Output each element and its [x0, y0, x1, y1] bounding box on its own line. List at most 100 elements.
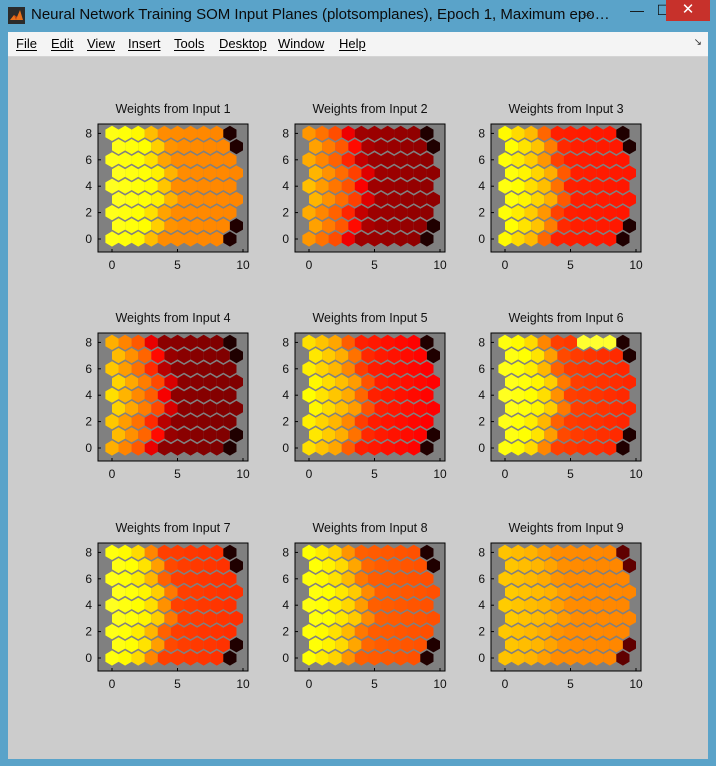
som-neuron-hex	[537, 361, 551, 377]
som-neuron-hex	[354, 205, 368, 221]
som-neuron-hex	[151, 139, 165, 155]
som-neuron-hex	[394, 414, 408, 430]
som-neuron-hex	[544, 558, 558, 574]
y-tick-label: 8	[85, 335, 92, 349]
som-neuron-hex	[190, 610, 204, 626]
som-neuron-hex	[400, 558, 414, 574]
som-neuron-hex	[381, 440, 395, 456]
window-titlebar[interactable]: Neural Network Training SOM Input Planes…	[0, 0, 716, 32]
som-plane-plot: 0 5 10 8 6 4 2 0	[85, 123, 250, 272]
som-neuron-hex	[151, 348, 165, 364]
som-neuron-hex	[387, 558, 401, 574]
som-neuron-hex	[216, 400, 230, 416]
som-neuron-hex	[622, 348, 636, 364]
som-neuron-hex	[537, 571, 551, 587]
som-neuron-hex	[125, 139, 139, 155]
menu-help[interactable]: Help	[339, 36, 366, 51]
som-neuron-hex	[498, 387, 512, 403]
som-neuron-hex	[583, 427, 597, 443]
som-neuron-hex	[105, 440, 119, 456]
som-neuron-hex	[609, 191, 623, 207]
som-neuron-hex	[413, 191, 427, 207]
x-tick-label: 10	[433, 467, 447, 481]
som-neuron-hex	[190, 400, 204, 416]
som-neuron-hex	[315, 387, 329, 403]
som-neuron-hex	[112, 191, 126, 207]
som-neuron-hex	[125, 191, 139, 207]
som-neuron-hex	[407, 544, 421, 560]
som-neuron-hex	[544, 165, 558, 181]
som-neuron-hex	[374, 400, 388, 416]
menu-view[interactable]: View	[87, 36, 115, 51]
som-neuron-hex	[105, 231, 119, 247]
som-neuron-hex	[505, 558, 519, 574]
som-neuron-hex	[531, 191, 545, 207]
y-tick-label: 6	[282, 362, 289, 376]
som-neuron-hex	[184, 361, 198, 377]
som-neuron-hex	[216, 191, 230, 207]
som-neuron-hex	[616, 597, 630, 613]
menu-window[interactable]: Window	[278, 36, 325, 51]
som-neuron-hex	[407, 361, 421, 377]
minimize-button[interactable]: —	[630, 2, 644, 18]
som-neuron-hex	[322, 139, 336, 155]
som-neuron-hex	[400, 348, 414, 364]
som-neuron-hex	[144, 361, 158, 377]
som-neuron-hex	[583, 374, 597, 390]
som-neuron-hex	[354, 231, 368, 247]
x-tick-label: 5	[567, 677, 574, 691]
som-neuron-hex	[563, 334, 578, 350]
som-neuron-hex	[407, 597, 421, 613]
som-neuron-hex	[387, 584, 401, 600]
som-neuron-hex	[164, 218, 178, 234]
som-neuron-hex	[197, 440, 211, 456]
som-neuron-hex	[341, 152, 355, 168]
som-neuron-hex	[216, 218, 230, 234]
som-neuron-hex	[557, 637, 571, 653]
som-neuron-hex	[622, 218, 636, 234]
som-neuron-hex	[184, 571, 198, 587]
close-button[interactable]: ✕	[666, 0, 710, 21]
som-plane-plot: 0 5 10 8 6 4 2 0	[478, 542, 643, 691]
som-neuron-hex	[177, 139, 191, 155]
som-neuron-hex	[596, 427, 610, 443]
som-neuron-hex	[164, 400, 178, 416]
som-neuron-hex	[184, 650, 198, 666]
som-neuron-hex	[505, 400, 519, 416]
som-neuron-hex	[511, 361, 525, 377]
som-neuron-hex	[577, 571, 591, 587]
menu-file[interactable]: File	[16, 36, 37, 51]
som-neuron-hex	[354, 440, 368, 456]
som-neuron-hex	[105, 414, 119, 430]
som-neuron-hex	[335, 610, 349, 626]
y-tick-label: 4	[282, 598, 289, 612]
som-neuron-hex	[229, 139, 243, 155]
som-neuron-hex	[381, 178, 395, 194]
som-neuron-hex	[112, 558, 126, 574]
som-neuron-hex	[197, 414, 211, 430]
menu-desktop[interactable]: Desktop	[219, 36, 267, 51]
y-tick-label: 2	[282, 415, 289, 429]
som-neuron-hex	[328, 205, 342, 221]
som-neuron-hex	[223, 231, 237, 247]
menu-insert[interactable]: Insert	[128, 36, 161, 51]
som-neuron-hex	[426, 165, 440, 181]
som-neuron-hex	[570, 610, 584, 626]
som-neuron-hex	[131, 231, 145, 247]
som-neuron-hex	[413, 374, 427, 390]
som-neuron-hex	[413, 218, 427, 234]
dock-arrow-icon[interactable]: ↘	[693, 37, 702, 48]
menu-edit[interactable]: Edit	[51, 36, 74, 51]
som-neuron-hex	[223, 387, 237, 403]
som-neuron-hex	[144, 205, 158, 221]
som-neuron-hex	[302, 152, 316, 168]
som-neuron-hex	[511, 650, 525, 666]
som-neuron-hex	[387, 191, 401, 207]
som-neuron-hex	[622, 610, 636, 626]
som-neuron-hex	[563, 125, 578, 141]
som-neuron-hex	[387, 218, 401, 234]
som-neuron-hex	[367, 205, 382, 221]
som-neuron-hex	[570, 584, 584, 600]
som-neuron-hex	[177, 348, 191, 364]
menu-tools[interactable]: Tools	[174, 36, 205, 51]
